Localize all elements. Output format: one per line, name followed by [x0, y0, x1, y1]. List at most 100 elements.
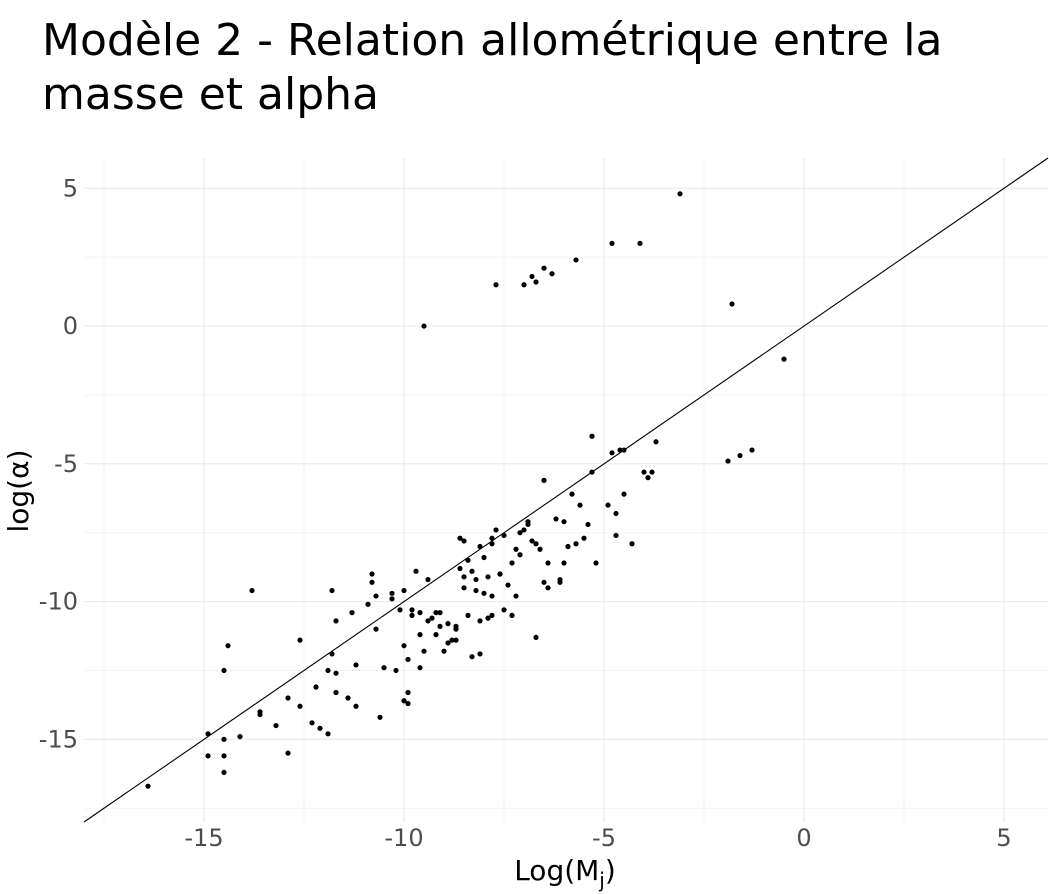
data-point	[729, 301, 735, 307]
data-point	[513, 593, 519, 599]
data-point	[517, 552, 523, 558]
data-point	[453, 623, 459, 629]
data-point	[273, 722, 279, 729]
data-point	[517, 530, 523, 536]
data-point	[405, 656, 411, 663]
data-point	[553, 516, 559, 522]
x-axis-ticks: -15 -10 -5 0 5	[184, 824, 1011, 852]
y-tick-label: -5	[54, 450, 78, 478]
data-point	[737, 452, 743, 459]
data-point	[509, 560, 515, 566]
data-point	[497, 571, 503, 577]
data-point	[345, 695, 351, 701]
data-point	[557, 579, 563, 585]
data-point	[449, 637, 455, 643]
data-point	[365, 601, 371, 607]
data-point	[477, 651, 483, 657]
points-layer	[145, 191, 787, 789]
data-point	[317, 725, 323, 731]
x-tick-label: 0	[796, 824, 811, 852]
data-point	[481, 590, 487, 596]
data-point	[477, 543, 483, 550]
data-point	[573, 541, 579, 547]
data-point	[421, 323, 427, 329]
data-point	[429, 615, 435, 621]
data-point	[621, 447, 627, 453]
data-point	[409, 612, 415, 618]
data-point	[353, 703, 359, 709]
data-point	[533, 541, 539, 547]
data-point	[417, 610, 423, 616]
grid-lines	[84, 158, 1048, 822]
data-point	[561, 560, 567, 566]
data-point	[465, 612, 471, 618]
data-point	[333, 670, 339, 676]
data-point	[577, 502, 583, 508]
data-point	[645, 475, 651, 481]
data-point	[377, 714, 383, 720]
data-point	[445, 621, 451, 627]
data-point	[609, 240, 615, 247]
data-point	[537, 546, 543, 552]
data-point	[485, 574, 491, 580]
data-point	[473, 587, 479, 594]
data-point	[405, 700, 411, 707]
data-point	[325, 731, 331, 737]
y-axis-ticks: 5 0 -5 -10 -15	[39, 174, 78, 753]
data-point	[641, 469, 647, 475]
data-point	[249, 587, 255, 594]
data-point	[529, 273, 535, 280]
data-point	[401, 587, 407, 594]
data-point	[237, 733, 243, 740]
data-point	[313, 684, 319, 690]
data-point	[485, 615, 491, 621]
data-point	[649, 469, 655, 475]
data-point	[545, 560, 551, 566]
reference-line	[83, 157, 1049, 823]
data-point	[433, 610, 439, 616]
data-point	[569, 491, 575, 497]
y-tick-label: 0	[63, 312, 78, 340]
y-tick-label: -10	[39, 588, 78, 616]
data-point	[637, 240, 643, 247]
data-point	[725, 458, 731, 464]
data-point	[613, 532, 619, 539]
data-point	[381, 665, 387, 671]
data-point	[589, 433, 595, 439]
data-point	[389, 596, 395, 602]
data-point	[501, 607, 507, 613]
data-point	[621, 491, 627, 497]
data-point	[469, 568, 475, 574]
x-tick-label: -5	[592, 824, 616, 852]
data-point	[205, 731, 211, 737]
data-point	[457, 535, 463, 541]
data-point	[297, 703, 303, 709]
data-point	[297, 637, 303, 643]
data-point	[589, 469, 595, 475]
data-point	[221, 769, 227, 776]
data-point	[489, 541, 495, 547]
data-point	[445, 640, 451, 646]
data-point	[469, 654, 475, 660]
data-point	[333, 618, 339, 624]
data-point	[541, 579, 547, 585]
data-point	[405, 689, 411, 696]
data-point	[437, 623, 443, 629]
data-point	[333, 689, 339, 696]
data-point	[477, 618, 483, 624]
data-point	[481, 554, 487, 561]
data-point	[425, 618, 431, 624]
data-point	[285, 695, 291, 701]
data-point	[309, 720, 315, 726]
data-point	[373, 593, 379, 599]
data-point	[285, 750, 291, 756]
data-point	[565, 543, 571, 550]
data-point	[413, 568, 419, 574]
data-point	[513, 546, 519, 552]
data-point	[205, 753, 211, 759]
data-point	[373, 626, 379, 632]
x-tick-label: 5	[996, 824, 1011, 852]
data-point	[421, 648, 427, 654]
data-point	[461, 585, 467, 591]
